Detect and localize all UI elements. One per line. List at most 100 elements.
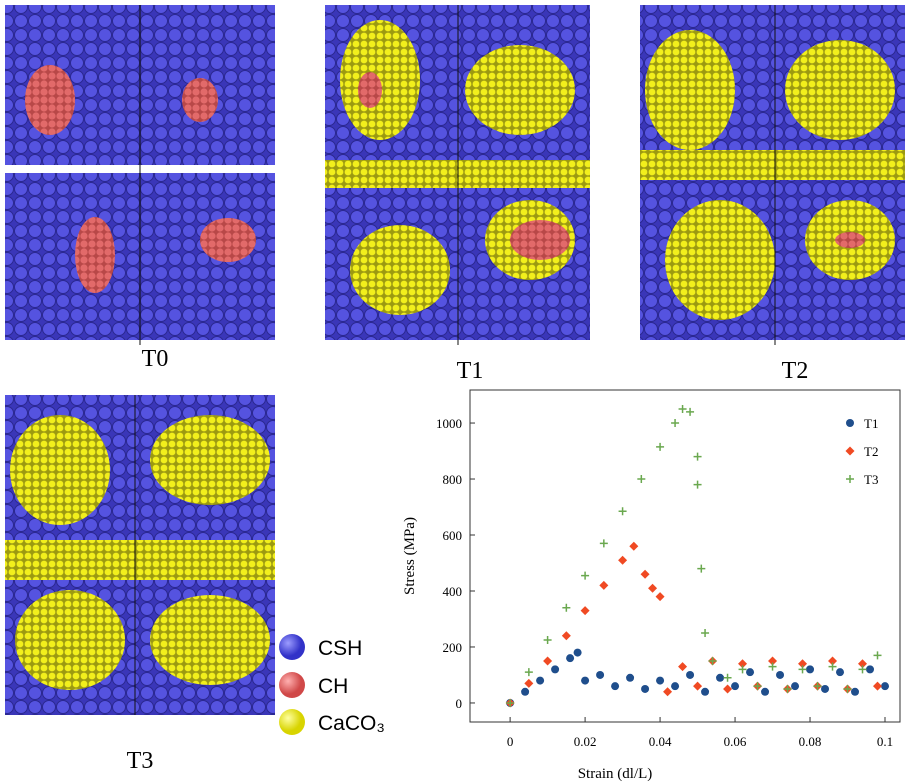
y-tick-label: 0 [456, 696, 463, 711]
data-point [536, 676, 545, 685]
plot-frame [469, 389, 901, 723]
data-point [843, 684, 852, 693]
data-point [701, 628, 710, 637]
data-point [524, 678, 534, 688]
data-point [851, 687, 860, 696]
data-point [738, 659, 748, 669]
data-point [686, 407, 695, 416]
data-point [663, 687, 673, 697]
legend-marker [846, 419, 854, 427]
data-point [655, 592, 665, 602]
data-point [543, 656, 553, 666]
data-point [626, 673, 635, 682]
data-point [678, 405, 687, 414]
data-point [686, 670, 695, 679]
legend-marker [846, 475, 854, 483]
data-point [637, 475, 646, 484]
x-tick-label: 0.1 [877, 734, 893, 749]
data-point [716, 673, 725, 682]
data-point [697, 564, 706, 573]
data-point [640, 569, 650, 579]
data-point [656, 442, 665, 451]
data-point [618, 555, 628, 565]
data-point [618, 507, 627, 516]
data-point [783, 684, 792, 693]
data-point [798, 665, 807, 674]
data-point [543, 635, 552, 644]
data-point [693, 681, 703, 691]
data-point [599, 580, 609, 590]
data-point [596, 670, 605, 679]
data-point [768, 656, 778, 666]
data-point [806, 665, 815, 674]
data-point [562, 603, 571, 612]
data-point [521, 687, 530, 696]
legend-swatch [279, 634, 305, 660]
data-point [566, 654, 575, 663]
legend-label: T1 [864, 416, 878, 431]
data-point [561, 631, 571, 641]
y-axis-title: Stress (MPa) [402, 517, 418, 595]
y-tick-label: 600 [443, 528, 463, 543]
data-point [866, 665, 875, 674]
data-point [641, 684, 650, 693]
data-point [693, 452, 702, 461]
panel-label: T1 [457, 358, 484, 384]
data-point [656, 676, 665, 685]
y-tick-label: 800 [443, 472, 463, 487]
data-point [828, 662, 837, 671]
panel-label: T2 [782, 358, 809, 384]
legend-label: T2 [864, 444, 878, 459]
data-point [648, 583, 658, 593]
y-tick-label: 400 [443, 584, 463, 599]
data-point [581, 676, 590, 685]
data-point [551, 665, 560, 674]
x-tick-label: 0.08 [799, 734, 822, 749]
legend-label: CH [318, 675, 348, 698]
data-point [599, 539, 608, 548]
data-point [693, 480, 702, 489]
data-point [671, 419, 680, 428]
data-point [701, 687, 710, 696]
render-t2 [640, 5, 905, 345]
data-point [671, 682, 680, 691]
data-point [731, 682, 740, 691]
data-point [506, 698, 515, 707]
x-tick-label: 0.06 [724, 734, 747, 749]
x-tick-label: 0.04 [649, 734, 672, 749]
legend-label: T3 [864, 472, 878, 487]
data-point [723, 684, 733, 694]
legend-marker [845, 446, 855, 456]
data-point [873, 651, 882, 660]
data-point [873, 681, 883, 691]
data-point [828, 656, 838, 666]
data-point [881, 682, 890, 691]
legend-swatch [279, 709, 305, 735]
y-tick-label: 1000 [436, 416, 462, 431]
data-point [678, 662, 688, 672]
panel-label: T0 [142, 346, 169, 372]
data-point [738, 665, 747, 674]
data-point [813, 682, 822, 691]
data-point [611, 682, 620, 691]
data-point [524, 668, 533, 677]
data-point [723, 673, 732, 682]
data-point [746, 668, 755, 677]
render-t0 [5, 5, 275, 345]
chart: Strain (dl/L) Stress (MPa) 0 0.02 0.04 0.06… [402, 389, 901, 782]
data-point [776, 670, 785, 679]
legend-swatch [279, 672, 305, 698]
x-tick-label: 0 [507, 734, 514, 749]
data-point [821, 684, 830, 693]
x-tick-label: 0.02 [574, 734, 597, 749]
data-point [768, 662, 777, 671]
data-point [791, 682, 800, 691]
data-point [798, 659, 808, 669]
data-point [836, 668, 845, 677]
x-axis-title: Strain (dl/L) [578, 766, 653, 782]
data-point [858, 665, 867, 674]
y-tick-label: 200 [443, 640, 463, 655]
data-point [708, 656, 717, 665]
legend-label: CSH [318, 637, 362, 660]
